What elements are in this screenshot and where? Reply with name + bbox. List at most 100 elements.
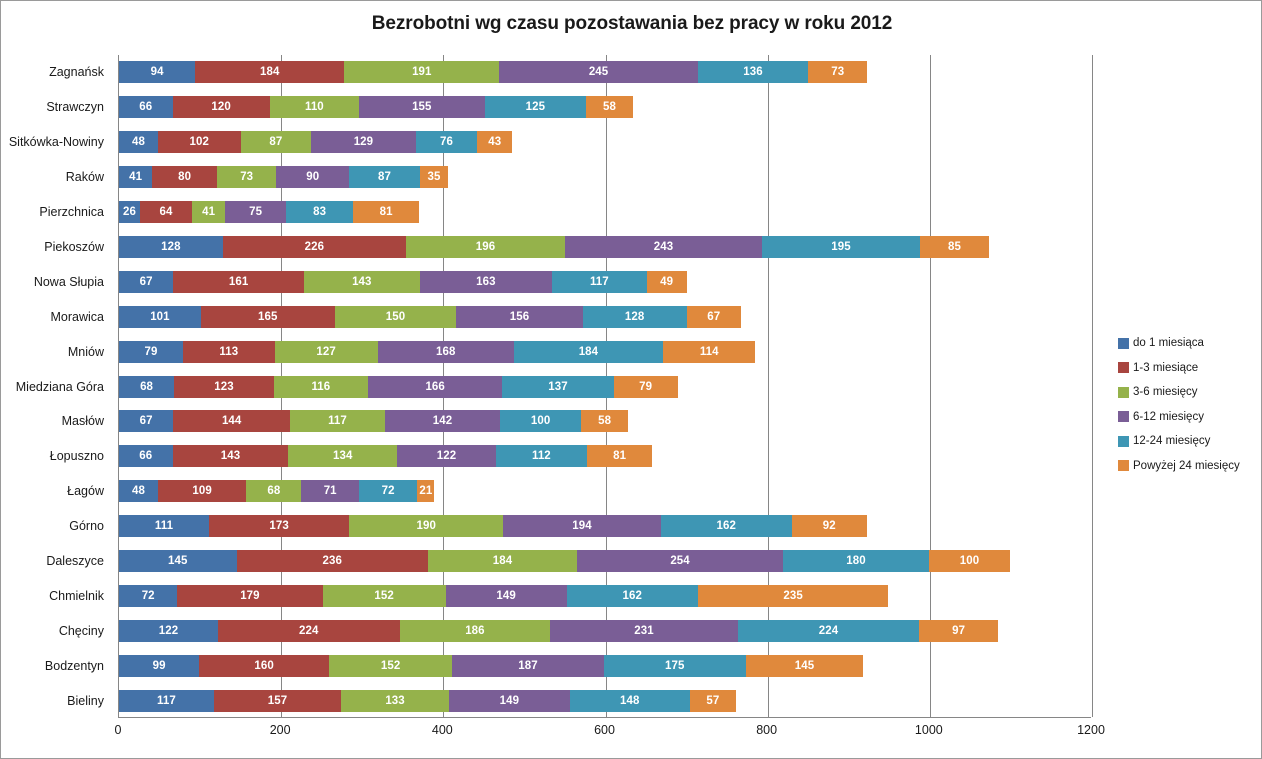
- bar-segment[interactable]: 80: [152, 166, 218, 189]
- bar-segment[interactable]: 184: [195, 61, 345, 84]
- bar-segment[interactable]: 112: [495, 445, 587, 468]
- bar-segment[interactable]: 68: [119, 375, 175, 398]
- bar-segment[interactable]: 71: [301, 480, 359, 503]
- bar-segment[interactable]: 175: [603, 654, 746, 677]
- bar-segment[interactable]: 165: [200, 305, 335, 328]
- bar-segment[interactable]: 184: [513, 340, 664, 363]
- bar-segment[interactable]: 122: [397, 445, 496, 468]
- bar-segment[interactable]: 133: [341, 689, 449, 712]
- bar-segment[interactable]: 134: [288, 445, 398, 468]
- bar-segment[interactable]: 190: [349, 515, 504, 538]
- bar-segment[interactable]: 152: [322, 584, 446, 607]
- bar-segment[interactable]: 157: [213, 689, 342, 712]
- bar-segment[interactable]: 179: [177, 584, 323, 607]
- bar-segment[interactable]: 79: [613, 375, 678, 398]
- bar-segment[interactable]: 35: [419, 166, 449, 189]
- bar-segment[interactable]: 149: [448, 689, 570, 712]
- bar-segment[interactable]: 187: [452, 654, 604, 677]
- bar-segment[interactable]: 58: [586, 96, 634, 119]
- bar-segment[interactable]: 75: [225, 201, 287, 224]
- legend-item[interactable]: 12-24 miesięcy: [1118, 429, 1258, 454]
- legend-item[interactable]: 3-6 miesięcy: [1118, 380, 1258, 405]
- bar-segment[interactable]: 113: [183, 340, 275, 363]
- bar-segment[interactable]: 127: [274, 340, 378, 363]
- bar-segment[interactable]: 87: [240, 131, 312, 154]
- bar-segment[interactable]: 163: [419, 270, 552, 293]
- bar-segment[interactable]: 145: [119, 549, 237, 572]
- bar-segment[interactable]: 231: [550, 619, 738, 642]
- bar-segment[interactable]: 143: [172, 445, 289, 468]
- bar-segment[interactable]: 99: [119, 654, 200, 677]
- bar-segment[interactable]: 97: [919, 619, 998, 642]
- bar-segment[interactable]: 102: [157, 131, 241, 154]
- bar-segment[interactable]: 110: [269, 96, 359, 119]
- bar-segment[interactable]: 100: [500, 410, 582, 433]
- bar-segment[interactable]: 66: [119, 96, 173, 119]
- bar-segment[interactable]: 66: [119, 445, 173, 468]
- bar-segment[interactable]: 144: [173, 410, 291, 433]
- legend-item[interactable]: 1-3 miesiące: [1118, 356, 1258, 381]
- bar-segment[interactable]: 137: [502, 375, 614, 398]
- bar-segment[interactable]: 101: [119, 305, 201, 328]
- bar-segment[interactable]: 117: [290, 410, 385, 433]
- bar-segment[interactable]: 26: [119, 201, 141, 224]
- bar-segment[interactable]: 73: [808, 61, 868, 84]
- bar-segment[interactable]: 224: [217, 619, 400, 642]
- bar-segment[interactable]: 117: [119, 689, 214, 712]
- bar-segment[interactable]: 67: [686, 305, 741, 328]
- bar-segment[interactable]: 120: [172, 96, 270, 119]
- bar-segment[interactable]: 155: [358, 96, 485, 119]
- bar-segment[interactable]: 129: [311, 131, 416, 154]
- bar-segment[interactable]: 68: [246, 480, 302, 503]
- bar-segment[interactable]: 148: [569, 689, 690, 712]
- bar-segment[interactable]: 48: [119, 131, 158, 154]
- bar-segment[interactable]: 191: [344, 61, 500, 84]
- bar-segment[interactable]: 73: [217, 166, 277, 189]
- bar-segment[interactable]: 149: [445, 584, 567, 607]
- bar-segment[interactable]: 166: [367, 375, 503, 398]
- bar-segment[interactable]: 152: [328, 654, 453, 677]
- bar-segment[interactable]: 41: [191, 201, 226, 224]
- bar-segment[interactable]: 114: [663, 340, 756, 363]
- bar-segment[interactable]: 81: [353, 201, 419, 224]
- bar-segment[interactable]: 184: [427, 549, 578, 572]
- bar-segment[interactable]: 226: [222, 235, 407, 258]
- bar-segment[interactable]: 87: [349, 166, 420, 189]
- bar-segment[interactable]: 111: [119, 515, 209, 538]
- bar-segment[interactable]: 145: [745, 654, 864, 677]
- bar-segment[interactable]: 41: [119, 166, 153, 189]
- bar-segment[interactable]: 143: [303, 270, 420, 293]
- bar-segment[interactable]: 186: [399, 619, 551, 642]
- bar-segment[interactable]: 194: [503, 515, 661, 538]
- bar-segment[interactable]: 85: [920, 235, 989, 258]
- bar-segment[interactable]: 67: [119, 270, 174, 293]
- bar-segment[interactable]: 142: [384, 410, 501, 433]
- bar-segment[interactable]: 43: [477, 131, 513, 154]
- legend-item[interactable]: Powyżej 24 miesięcy: [1118, 454, 1258, 479]
- bar-segment[interactable]: 48: [119, 480, 158, 503]
- bar-segment[interactable]: 243: [564, 235, 762, 258]
- bar-segment[interactable]: 123: [174, 375, 274, 398]
- bar-segment[interactable]: 72: [119, 584, 178, 607]
- bar-segment[interactable]: 136: [697, 61, 809, 84]
- bar-segment[interactable]: 90: [276, 166, 350, 189]
- bar-segment[interactable]: 83: [286, 201, 354, 224]
- bar-segment[interactable]: 195: [761, 235, 921, 258]
- legend-item[interactable]: 6-12 miesięcy: [1118, 405, 1258, 430]
- bar-segment[interactable]: 122: [119, 619, 218, 642]
- bar-segment[interactable]: 67: [119, 410, 174, 433]
- bar-segment[interactable]: 125: [484, 96, 586, 119]
- bar-segment[interactable]: 21: [417, 480, 435, 503]
- bar-segment[interactable]: 72: [358, 480, 418, 503]
- bar-segment[interactable]: 196: [406, 235, 565, 258]
- bar-segment[interactable]: 57: [689, 689, 736, 712]
- bar-segment[interactable]: 76: [415, 131, 478, 154]
- bar-segment[interactable]: 117: [551, 270, 647, 293]
- bar-segment[interactable]: 150: [334, 305, 457, 328]
- bar-segment[interactable]: 254: [577, 549, 784, 572]
- bar-segment[interactable]: 58: [581, 410, 629, 433]
- bar-segment[interactable]: 180: [783, 549, 929, 572]
- bar-segment[interactable]: 109: [157, 480, 247, 503]
- bar-segment[interactable]: 128: [119, 235, 223, 258]
- bar-segment[interactable]: 92: [791, 515, 867, 538]
